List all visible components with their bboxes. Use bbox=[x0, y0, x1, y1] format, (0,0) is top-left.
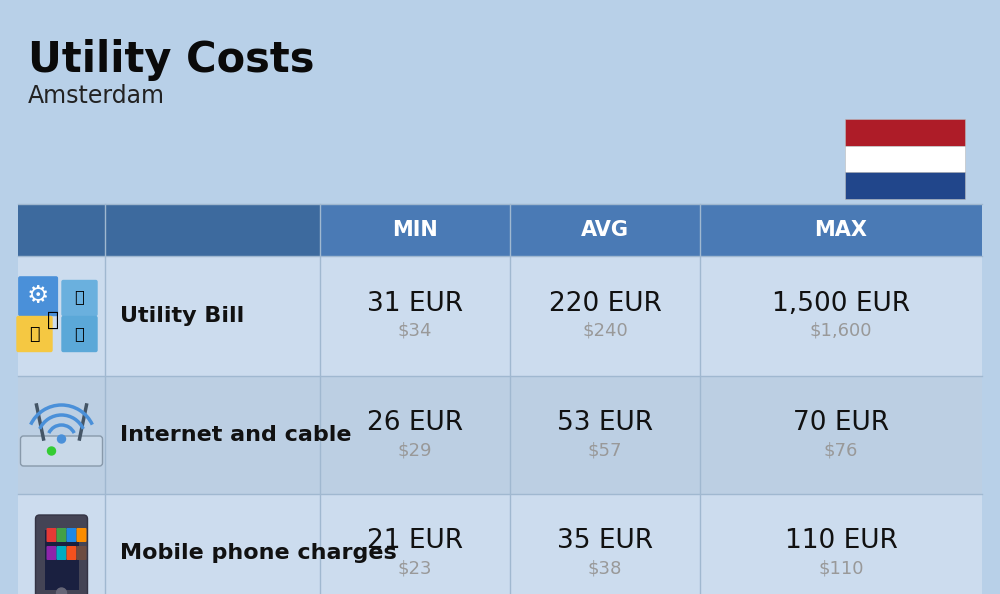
Text: $38: $38 bbox=[588, 559, 622, 577]
FancyBboxPatch shape bbox=[66, 546, 76, 560]
Text: $57: $57 bbox=[588, 441, 622, 459]
Text: $110: $110 bbox=[818, 559, 864, 577]
FancyBboxPatch shape bbox=[36, 515, 88, 594]
Text: Internet and cable: Internet and cable bbox=[120, 425, 352, 445]
FancyBboxPatch shape bbox=[46, 528, 56, 542]
Bar bbox=[845, 172, 965, 199]
Text: 1,500 EUR: 1,500 EUR bbox=[772, 291, 910, 317]
Text: ⚙: ⚙ bbox=[27, 284, 49, 308]
Text: Mobile phone charges: Mobile phone charges bbox=[120, 543, 397, 563]
FancyBboxPatch shape bbox=[61, 280, 98, 316]
Text: $76: $76 bbox=[824, 441, 858, 459]
Bar bbox=[44, 530, 78, 590]
Text: 31 EUR: 31 EUR bbox=[367, 291, 463, 317]
Bar bbox=[845, 119, 965, 146]
Text: Amsterdam: Amsterdam bbox=[28, 84, 165, 108]
Circle shape bbox=[58, 435, 66, 443]
FancyBboxPatch shape bbox=[16, 316, 53, 352]
Text: 110 EUR: 110 EUR bbox=[785, 528, 897, 554]
Text: 220 EUR: 220 EUR bbox=[549, 291, 661, 317]
Text: 🧑: 🧑 bbox=[46, 311, 58, 330]
Text: 35 EUR: 35 EUR bbox=[557, 528, 653, 554]
Text: Utility Bill: Utility Bill bbox=[120, 306, 244, 326]
Bar bbox=[18, 204, 982, 256]
Text: 21 EUR: 21 EUR bbox=[367, 528, 463, 554]
Bar bbox=[845, 146, 965, 172]
Circle shape bbox=[56, 588, 66, 594]
FancyBboxPatch shape bbox=[46, 546, 56, 560]
Text: $23: $23 bbox=[398, 559, 432, 577]
FancyBboxPatch shape bbox=[61, 316, 98, 352]
FancyBboxPatch shape bbox=[76, 546, 87, 560]
Text: $29: $29 bbox=[398, 441, 432, 459]
Text: $1,600: $1,600 bbox=[810, 322, 872, 340]
FancyBboxPatch shape bbox=[18, 276, 58, 316]
Bar bbox=[105, 204, 320, 256]
FancyBboxPatch shape bbox=[76, 528, 87, 542]
FancyBboxPatch shape bbox=[56, 528, 66, 542]
Text: 📱: 📱 bbox=[75, 289, 84, 304]
FancyBboxPatch shape bbox=[56, 546, 66, 560]
Text: MAX: MAX bbox=[814, 220, 868, 240]
Text: MIN: MIN bbox=[392, 220, 438, 240]
Text: 🚰: 🚰 bbox=[75, 327, 84, 342]
Text: 70 EUR: 70 EUR bbox=[793, 410, 889, 436]
Text: $34: $34 bbox=[398, 322, 432, 340]
Text: 53 EUR: 53 EUR bbox=[557, 410, 653, 436]
Bar bbox=[18, 376, 982, 494]
Text: Utility Costs: Utility Costs bbox=[28, 39, 314, 81]
Bar bbox=[18, 494, 982, 594]
Text: $240: $240 bbox=[582, 322, 628, 340]
FancyBboxPatch shape bbox=[66, 528, 76, 542]
FancyBboxPatch shape bbox=[20, 436, 103, 466]
Bar bbox=[18, 256, 982, 376]
Bar bbox=[18, 204, 105, 256]
Text: 🔌: 🔌 bbox=[29, 325, 40, 343]
Text: 26 EUR: 26 EUR bbox=[367, 410, 463, 436]
Text: AVG: AVG bbox=[581, 220, 629, 240]
Circle shape bbox=[48, 447, 56, 455]
